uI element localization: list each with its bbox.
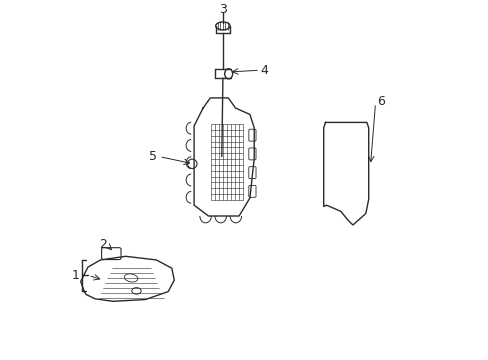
Text: 1: 1 xyxy=(71,269,79,282)
Text: 5: 5 xyxy=(148,150,156,163)
Text: 4: 4 xyxy=(260,64,268,77)
Text: 3: 3 xyxy=(219,3,226,15)
Text: 2: 2 xyxy=(99,238,107,251)
Text: 6: 6 xyxy=(376,95,384,108)
